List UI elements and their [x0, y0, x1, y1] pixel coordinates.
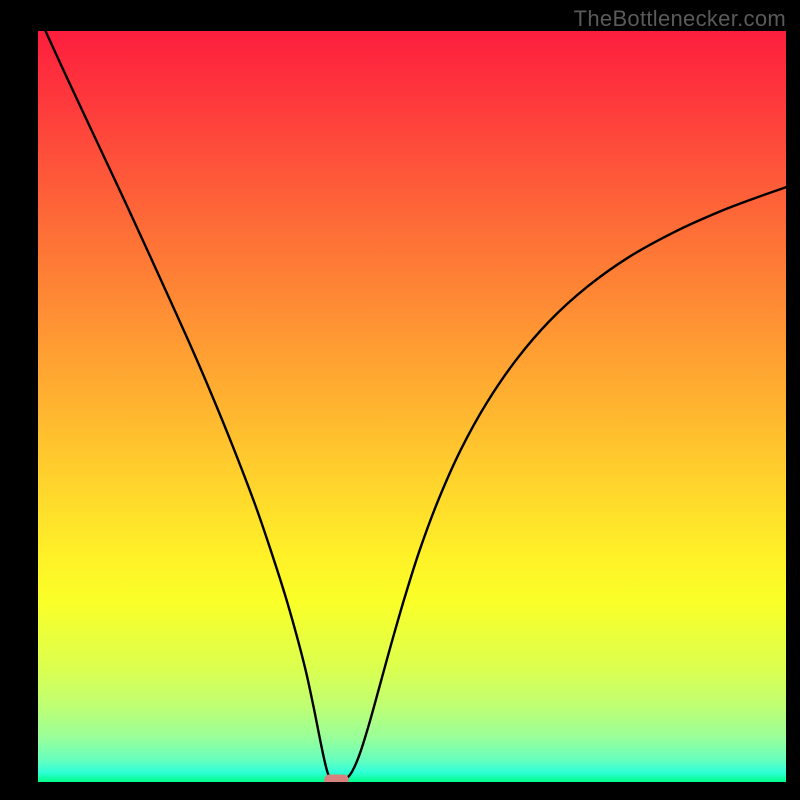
- chart-svg: [38, 31, 786, 782]
- watermark-text: TheBottlenecker.com: [574, 6, 786, 32]
- plot-area: [38, 31, 786, 782]
- gradient-background: [38, 31, 786, 782]
- minimum-marker: [324, 774, 349, 782]
